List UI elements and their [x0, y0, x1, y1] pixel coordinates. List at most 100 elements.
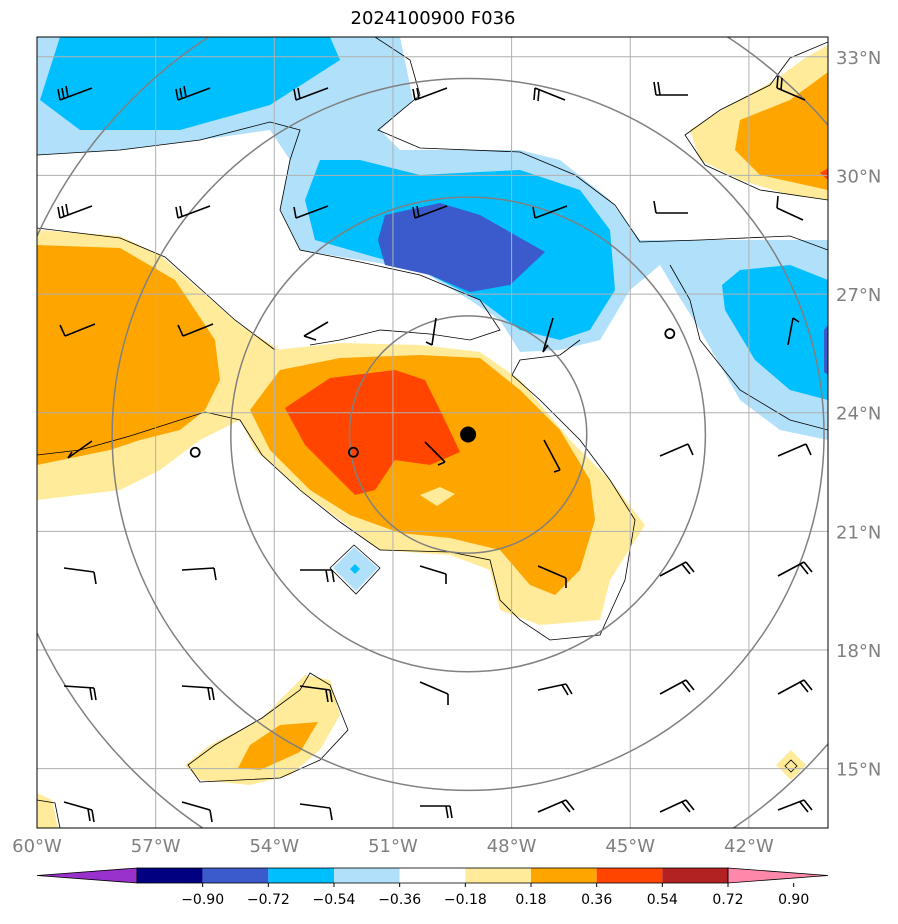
open-circle-marker — [347, 446, 359, 458]
open-circle-marker — [189, 446, 201, 458]
range-ring — [230, 196, 707, 673]
colorbar-extend-high — [727, 867, 829, 884]
colorbar-tick-label: 0.54 — [647, 892, 678, 908]
markers — [189, 328, 676, 458]
contour-line-diamond — [329, 544, 381, 595]
colorbar-segment — [334, 868, 400, 883]
wind-barb — [300, 569, 335, 583]
contour-line-north — [374, 37, 828, 251]
range-ring — [348, 315, 588, 554]
positive-region-sw-medium — [238, 722, 318, 770]
negative-diamond-core — [350, 564, 360, 574]
colorbar-tick-label: 0.90 — [778, 892, 809, 908]
latitude-tick-label: 15°N — [836, 760, 881, 781]
wind-barb — [424, 441, 446, 466]
contour-line-sw-corner — [37, 799, 61, 828]
colorbar-extend-low — [36, 867, 138, 884]
longitude-tick-label: 54°W — [249, 836, 299, 857]
longitude-tick-label: 45°W — [605, 836, 655, 857]
wind-barb — [59, 323, 96, 337]
wind-barb — [419, 565, 447, 584]
wind-barb — [537, 683, 573, 696]
wind-barb — [299, 685, 333, 703]
latitude-tick-label: 18°N — [836, 641, 881, 662]
wind-barbs — [57, 75, 813, 823]
positive-region-west-medium — [37, 245, 220, 465]
wind-barb — [777, 561, 813, 577]
wind-barb — [659, 679, 695, 695]
colorbar: −0.90 −0.72 −0.54 −0.36 −0.18 0.18 0.36 0.54 0.7… — [36, 867, 829, 908]
positive-region-center-strong — [285, 370, 460, 495]
storm-center-marker — [460, 426, 477, 443]
wind-barb — [175, 85, 211, 101]
longitude-tick-label: 60°W — [12, 836, 62, 857]
colorbar-segment — [202, 868, 269, 883]
wind-barb — [537, 565, 567, 588]
wind-barb — [659, 799, 695, 813]
wind-barb — [532, 205, 568, 219]
colorbar-tick-label: 0.72 — [712, 892, 743, 908]
contour-line-nw — [37, 121, 501, 346]
longitude-tick-label: 42°W — [724, 836, 774, 857]
wind-barb — [63, 801, 95, 823]
wind-barb — [542, 317, 554, 353]
longitude-tick-label: 48°W — [487, 836, 537, 857]
colorbar-frame — [136, 867, 729, 884]
longitude-labels: 60°W 57°W 54°W 51°W 48°W 45°W 42°W — [12, 836, 774, 857]
wind-barb — [57, 203, 93, 219]
wind-barb — [777, 679, 813, 695]
map-title: 2024100900 F036 — [350, 8, 516, 29]
wind-barb — [787, 317, 800, 346]
positive-region-ne-medium — [735, 72, 828, 190]
wind-barb — [412, 87, 448, 101]
wind-barb — [777, 799, 813, 813]
colorbar-segment — [465, 868, 531, 883]
colorbar-tick-label: 0.36 — [581, 892, 612, 908]
wind-barb — [63, 685, 97, 701]
contour-line-west — [37, 227, 276, 351]
colorbar-tick-label: −0.54 — [313, 892, 356, 908]
wind-barb — [543, 439, 561, 473]
longitude-tick-label: 57°W — [131, 836, 181, 857]
wind-barb — [777, 443, 812, 457]
wind-barb — [181, 685, 215, 701]
contour-line-ne — [684, 41, 828, 201]
latitude-tick-label: 27°N — [836, 285, 881, 306]
wind-barb — [659, 561, 695, 577]
wind-barb — [653, 200, 688, 214]
positive-region-ne-strong — [820, 168, 828, 180]
colorbar-segment — [137, 868, 203, 883]
colorbar-tick-label: 0.18 — [515, 892, 546, 908]
positive-region-sw-light — [185, 675, 340, 785]
colorbar-tick-label: −0.90 — [181, 892, 224, 908]
wind-barb — [537, 799, 575, 813]
wind-barb — [653, 81, 688, 96]
shaded-field-layer — [37, 37, 828, 828]
wind-barb — [181, 567, 217, 581]
latitude-tick-label: 21°N — [836, 522, 881, 543]
colorbar-segment — [531, 868, 597, 883]
positive-region-center-hole — [420, 487, 455, 506]
positive-region-sw-corner — [37, 793, 58, 828]
wind-barb — [420, 805, 453, 819]
latitude-tick-label: 24°N — [836, 404, 881, 425]
negative-region-center-dark — [378, 203, 545, 292]
colorbar-segment — [268, 868, 334, 883]
wind-barb — [776, 75, 806, 101]
negative-region-nw-medium — [40, 37, 340, 130]
wind-barb — [293, 87, 329, 101]
wind-barb — [177, 323, 214, 337]
contour-line-center — [37, 339, 636, 641]
contour-line-se-diamond — [784, 759, 798, 773]
wind-barb — [659, 443, 694, 457]
wind-barb — [419, 681, 449, 705]
colorbar-tick-label: −0.18 — [444, 892, 487, 908]
gridlines — [37, 37, 828, 828]
plot-frame — [36, 36, 829, 829]
wind-barb — [67, 440, 93, 459]
positive-diamond-se — [776, 750, 806, 780]
wind-barb — [533, 87, 566, 102]
wind-barb — [181, 801, 213, 823]
